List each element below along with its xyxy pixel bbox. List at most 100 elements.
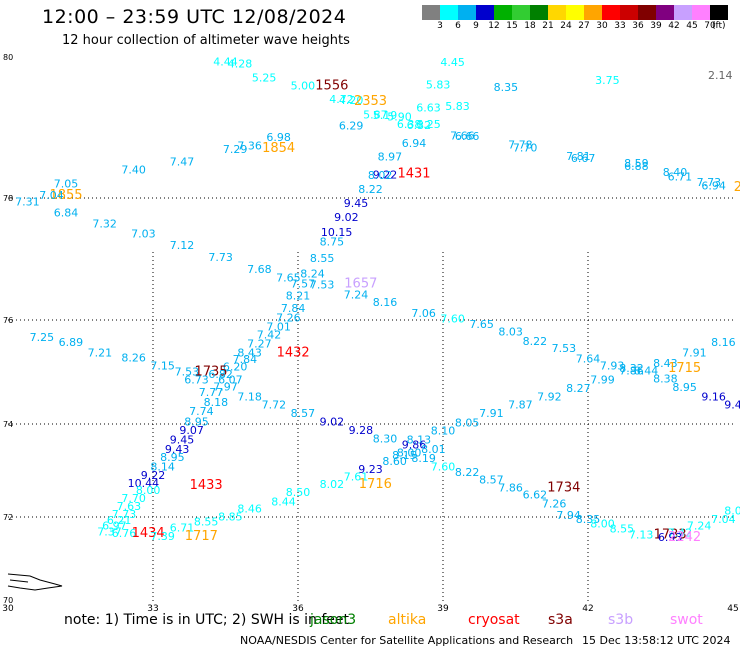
legend-swatch [512, 5, 530, 20]
legend-swatch [458, 5, 476, 20]
y-tick-label: 74 [3, 420, 13, 429]
wave-height-value: 7.57 [291, 278, 316, 291]
wave-height-value: 7.40 [121, 163, 146, 176]
wave-height-value: 8.46 [237, 502, 262, 515]
wave-height-value: 7.05 [54, 177, 79, 190]
footer-credit: NOAA/NESDIS Center for Satellite Applica… [240, 634, 574, 647]
wave-height-value: 9.86 [402, 439, 427, 452]
wave-height-value: 7.60 [431, 461, 456, 474]
legend-label: 39 [650, 21, 662, 31]
satellite-swot: swot [670, 612, 703, 628]
wave-height-value: 9.16 [701, 391, 726, 404]
footer-note: note: 1) Time is in UTC; 2) SWH is in fe… [64, 612, 350, 628]
wave-height-value: 6.62 [523, 488, 548, 501]
wave-height-value: 6.71 [170, 522, 195, 535]
wave-height-value: 8.16 [373, 296, 398, 309]
wave-height-value: 5.83 [426, 79, 451, 92]
wave-height-value: 7.13 [629, 529, 654, 542]
wave-height-value: 8.01 [421, 443, 446, 456]
wave-height-value: 7.04 [39, 189, 64, 202]
wave-height-value: 8.10 [431, 425, 456, 438]
y-tick-label: 80 [3, 53, 13, 62]
wave-height-value: 7.74 [189, 405, 214, 418]
wave-height-value: 7.77 [199, 386, 224, 399]
legend-label: 33 [614, 21, 626, 31]
wave-height-value: 8.05 [455, 416, 480, 429]
satellite-cryosat: cryosat [468, 612, 520, 628]
wave-height-value: 7.70 [513, 141, 538, 154]
wave-height-value: 7.29 [223, 143, 248, 156]
wave-height-value: 7.99 [590, 373, 615, 386]
legend-swatch [602, 5, 620, 20]
wave-height-value: 7.73 [112, 508, 137, 521]
wave-height-value: 8.43 [653, 357, 678, 370]
wave-height-value: 6.82 [208, 368, 233, 381]
time-label: 1733 [654, 528, 687, 543]
satellite-altika: altika [388, 612, 427, 628]
wave-height-value: 8.00 [397, 447, 422, 460]
wave-height-value: 9.23 [358, 463, 383, 476]
wave-height-value: 7.39 [150, 530, 175, 543]
wave-height-value: 8.55 [610, 522, 635, 535]
legend-swatch [548, 5, 566, 20]
x-tick-label: 45 [727, 604, 738, 614]
wave-height-value: 7.78 [508, 139, 533, 152]
wave-height-value: 7.87 [508, 398, 533, 411]
x-tick-label: 39 [437, 604, 449, 614]
wave-height-value: 6.71 [668, 170, 693, 183]
wave-height-value: 8.00 [136, 484, 161, 497]
wave-height-value: 7.42 [257, 329, 282, 342]
wave-height-value: 7.36 [237, 139, 262, 152]
wave-height-value: 8.60 [382, 455, 407, 468]
y-tick-label: 72 [3, 513, 13, 522]
wave-height-value: 8.26 [121, 352, 146, 365]
wave-height-value: 8.03 [498, 326, 523, 339]
wave-height-value: 8.19 [411, 452, 436, 465]
wave-height-value: 8.13 [407, 434, 432, 447]
time-label: 1657 [344, 277, 377, 292]
wave-height-value: 6.07 [218, 373, 243, 386]
y-tick-label: 78 [3, 194, 13, 203]
time-label: 1431 [397, 167, 430, 182]
wave-height-value: 8.35 [576, 513, 601, 526]
wave-height-value: 4.45 [440, 56, 465, 69]
wave-height-value: 6.29 [339, 120, 364, 133]
wave-height-value: 7.26 [276, 312, 301, 325]
legend-label: 36 [632, 21, 644, 31]
wave-height-value: 6.32 [407, 119, 432, 132]
wave-height-value: 7.93 [600, 359, 625, 372]
coastline [9, 579, 29, 583]
wave-height-value: 7.37 [97, 526, 122, 539]
wave-height-value: 7.84 [281, 302, 306, 315]
wave-height-value: 7.86 [498, 481, 523, 494]
footer-timestamp: 15 Dec 13:58:12 UTC 2024 [582, 634, 731, 647]
time-label: 2353 [354, 94, 387, 109]
wave-height-value: 7.25 [30, 331, 55, 344]
wave-height-value: 8.95 [160, 451, 185, 464]
wave-height-value: 10.15 [321, 226, 353, 239]
wave-height-value: 8.0 [724, 505, 740, 518]
wave-height-value: 7.70 [121, 492, 146, 505]
wave-height-value: 5.25 [252, 72, 277, 85]
wave-height-value: 8.95 [184, 415, 209, 428]
wave-height-value: 9.02 [334, 211, 359, 224]
legend-swatch [710, 5, 728, 20]
wave-height-value: 9.4 [724, 398, 740, 411]
wave-height-value: 7.60 [440, 313, 465, 326]
wave-height-value: 7.65 [469, 318, 494, 331]
time-label: 1434 [132, 526, 165, 541]
legend-label: 21 [542, 21, 554, 31]
color-legend-labels: 3 6 9 12 15 18 21 24 27 30 33 36 39 42 45 70 [422, 21, 719, 31]
legend-label: 12 [488, 21, 500, 31]
wave-height-value: 6.93 [658, 531, 683, 544]
wave-height-value: 8.30 [373, 433, 398, 446]
wave-height-value: 3.75 [595, 74, 620, 87]
wave-height-value: 5.83 [445, 100, 470, 113]
wave-height-value: 7.92 [537, 391, 562, 404]
wave-height-value: 6.97 [102, 519, 127, 532]
wave-height-value: 8.85 [218, 510, 243, 523]
satellite-jason3: jason3 [310, 612, 357, 628]
wave-height-value: 6.94 [402, 137, 427, 150]
legend-swatch [530, 5, 548, 20]
satellite-s3a: s3a [548, 612, 573, 628]
